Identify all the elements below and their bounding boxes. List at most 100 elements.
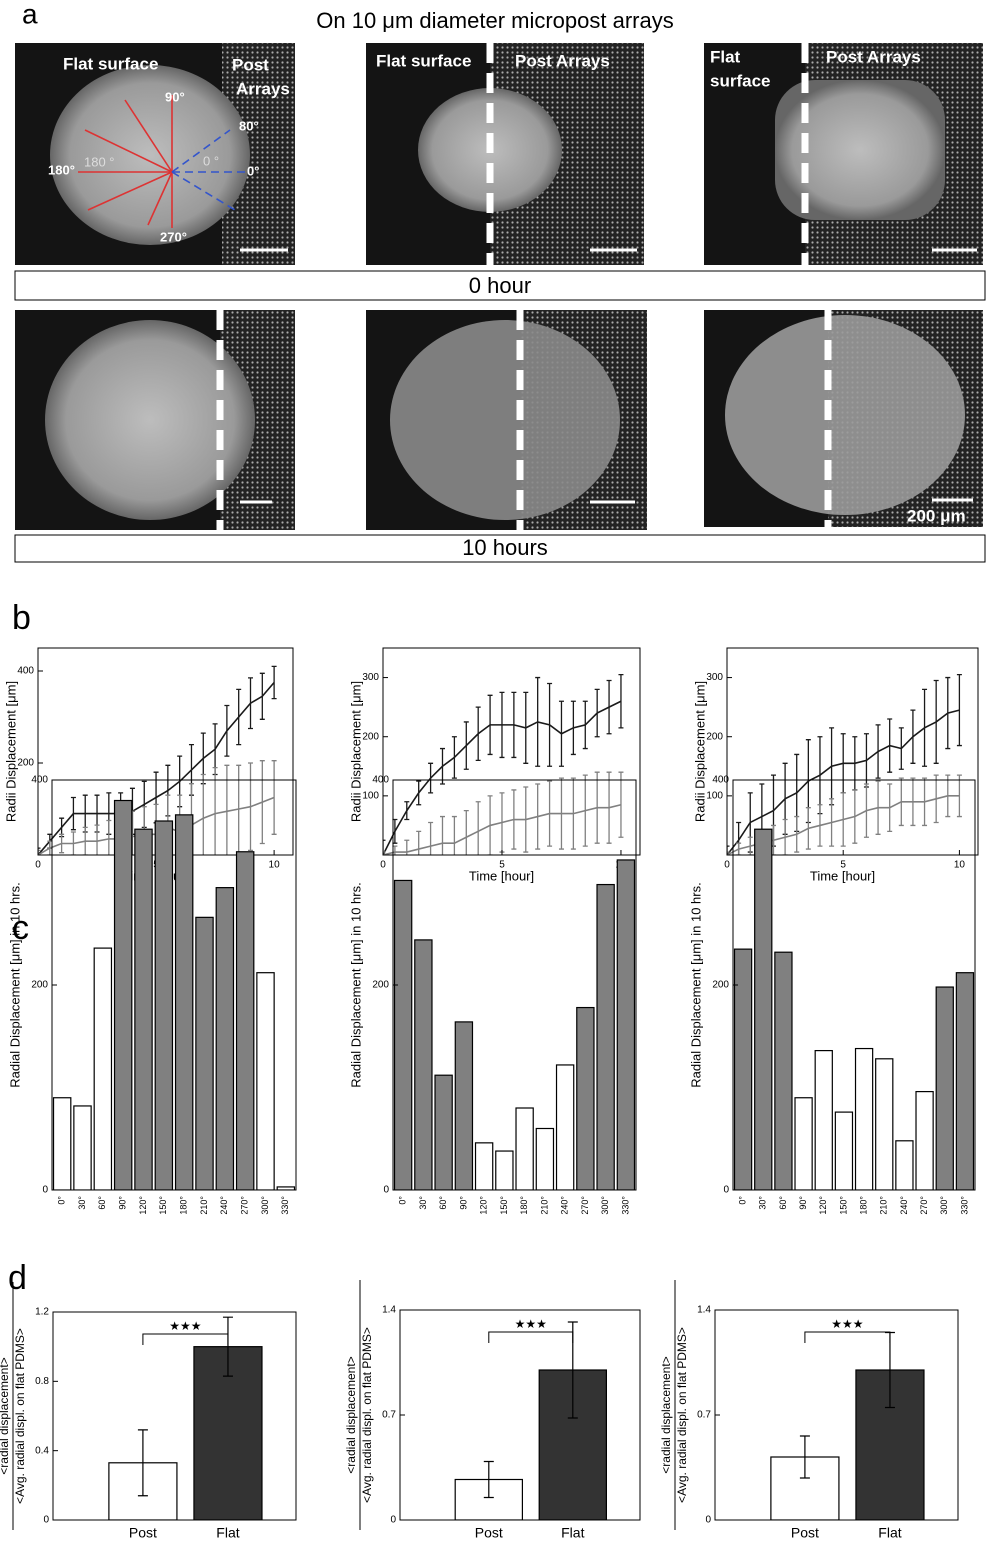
x-tick-label: 0 [380,860,386,871]
bar [834,1111,854,1190]
y-axis-label: <Avg. radial displ. on flat PDMS> [13,1328,27,1504]
panel-title: On 10 μm diameter micropost arrays [316,8,673,33]
bar [535,1127,555,1190]
bar [393,879,413,1190]
x-tick-label: 60° [778,1196,788,1210]
bar [154,820,174,1190]
x-tick-label: 60° [438,1196,448,1210]
time-box [14,270,986,301]
chart: 0 200 400 Radial Displacement [μm] in 10 hr… [7,775,297,1215]
y-tick-label: 0 [723,1185,729,1196]
x-tick-label: 120° [479,1196,489,1215]
x-axis-label: Time [hour] [469,868,534,883]
image-label: Flat surface [376,51,471,70]
error-bar [727,845,730,855]
significance-bracket [488,1331,574,1343]
y-axis-label: Radii Displacement [μm] [3,681,18,822]
bar [73,1105,92,1190]
y-tick-label: 400 [712,775,729,786]
bar [256,972,275,1190]
x-tick-label: 0° [737,1196,747,1205]
bar [134,828,153,1190]
y-tick-label: 0.4 [35,1445,49,1456]
y-axis-label: <radial displacement> [659,1356,673,1473]
bar [774,951,793,1190]
x-tick-label: 120° [818,1196,828,1215]
bar [935,986,954,1190]
chart: 0 200 400 Radial Displacement [μm] in 10 hr… [688,775,976,1215]
plot-area [727,673,962,855]
series-line [727,709,960,855]
y-tick-label: 0 [383,1185,389,1196]
y-axis-label: Radial Displacement [μm] in 10 hrs. [348,882,363,1087]
x-tick-label: 30° [418,1196,428,1210]
y-tick-label: 200 [712,980,729,991]
bar [854,1047,874,1190]
x-tick-label: 270° [919,1196,929,1215]
x-tick-label: 270° [580,1196,590,1215]
bar [794,1097,813,1190]
x-tick-label: 120° [138,1196,148,1215]
plot-area [454,1369,608,1520]
x-tick-label: 240° [899,1196,909,1215]
error-bar [383,839,386,855]
x-tick-label: Flat [878,1525,901,1541]
bar [895,1140,914,1190]
x-axis-label: Time [hour] [810,868,875,883]
plot-frame [51,779,297,1191]
x-tick-label: 180° [519,1196,529,1215]
significance-label: ★★★ [831,1317,863,1331]
bar [616,859,636,1190]
plot-area [733,828,975,1190]
error-bar [799,1435,810,1479]
x-tick-label: 60° [97,1196,107,1210]
y-axis-label: <Avg. radial displ. on flat PDMS> [675,1327,689,1503]
y-tick-label: 200 [17,758,34,769]
x-tick-label: 90° [458,1196,468,1210]
image-label: Arrays [236,79,290,98]
bar [276,1186,296,1190]
x-tick-label: 330° [280,1196,290,1215]
scale-bar-label: 200 μm [907,506,966,525]
angle-label: 80° [239,118,259,133]
plot-area [770,1369,925,1520]
y-tick-label: 0 [705,1515,711,1526]
panel-letter: d [8,1259,27,1297]
y-tick-label: 200 [362,731,379,742]
plot-area [393,859,636,1190]
y-axis-label: <radial displacement> [344,1356,358,1473]
x-tick-label: 0 [35,860,41,871]
time-label: 0 hour [469,273,531,298]
significance-bracket [804,1331,891,1343]
x-tick-label: 5 [499,860,505,871]
chart: 0 0.4 0.8 1.2 <radial displacement> <Avg. rad… [0,1282,297,1541]
y-tick-label: 1.4 [697,1305,711,1316]
bar [576,1006,595,1190]
x-tick-label: 240° [560,1196,570,1215]
bar [596,883,615,1190]
microscopy-row-10h: 200 μm [15,310,983,530]
image-label: surface [710,71,770,90]
series-line [38,681,275,855]
bar [434,1074,453,1190]
chart: 0 0.7 1.4 <radial displacement> <Avg. radial… [659,1280,959,1541]
y-axis-label: <Avg. radial displ. on flat PDMS> [360,1327,374,1503]
chart: 0 200 400 Radial Displacement [μm] in 10 hr… [348,775,637,1215]
bar [215,887,235,1190]
x-tick-label: 240° [219,1196,229,1215]
plot-area [52,799,296,1190]
angle-label: 0° [247,163,259,178]
y-tick-label: 200 [372,980,389,991]
error-bar [727,851,730,855]
significance-bracket [142,1333,229,1345]
x-tick-label: Post [475,1525,503,1541]
y-axis-label: Radii Displacement [μm] [348,681,363,822]
y-tick-label: 0 [390,1515,396,1526]
time-box [14,534,986,563]
plot-frame [714,1309,959,1521]
x-tick-label: 330° [959,1196,969,1215]
error-bar [222,1316,233,1377]
